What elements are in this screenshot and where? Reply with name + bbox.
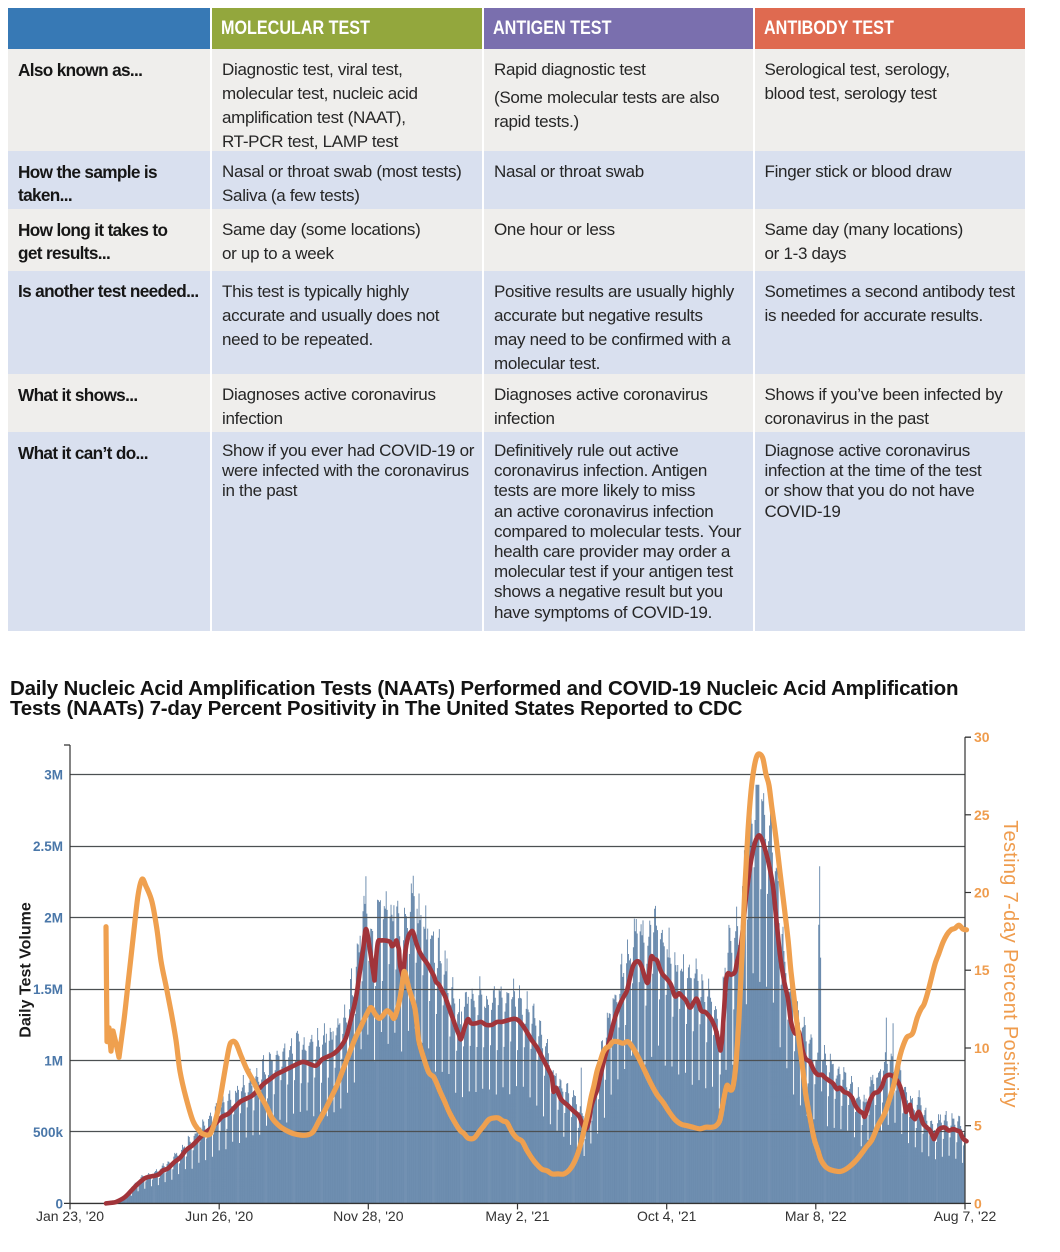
svg-text:Oct 4, '21: Oct 4, '21: [637, 1208, 697, 1224]
svg-text:2.5M: 2.5M: [33, 839, 63, 854]
svg-text:Nov 28, '20: Nov 28, '20: [333, 1208, 404, 1224]
svg-text:3M: 3M: [44, 768, 63, 783]
svg-text:Mar 8, '22: Mar 8, '22: [785, 1208, 847, 1224]
svg-text:Jan 23, '20: Jan 23, '20: [36, 1208, 104, 1224]
svg-text:0: 0: [55, 1196, 63, 1211]
svg-text:30: 30: [974, 730, 990, 745]
svg-text:0: 0: [974, 1195, 982, 1211]
svg-text:Jun 26, '20: Jun 26, '20: [185, 1208, 253, 1224]
svg-text:5: 5: [974, 1118, 982, 1134]
svg-text:1M: 1M: [44, 1054, 63, 1069]
svg-text:500k: 500k: [33, 1125, 64, 1140]
svg-text:Aug 7, '22: Aug 7, '22: [934, 1208, 997, 1224]
svg-text:20: 20: [974, 885, 990, 901]
svg-text:1.5M: 1.5M: [33, 982, 63, 997]
svg-text:25: 25: [974, 807, 990, 823]
svg-text:15: 15: [974, 962, 990, 978]
svg-text:Daily Test Volume: Daily Test Volume: [18, 902, 35, 1038]
svg-text:10: 10: [974, 1040, 990, 1056]
svg-text:Testing 7-day Percent Positivi: Testing 7-day Percent Positivity: [999, 820, 1021, 1108]
svg-text:2M: 2M: [44, 911, 63, 926]
svg-text:May 2, '21: May 2, '21: [485, 1208, 549, 1224]
